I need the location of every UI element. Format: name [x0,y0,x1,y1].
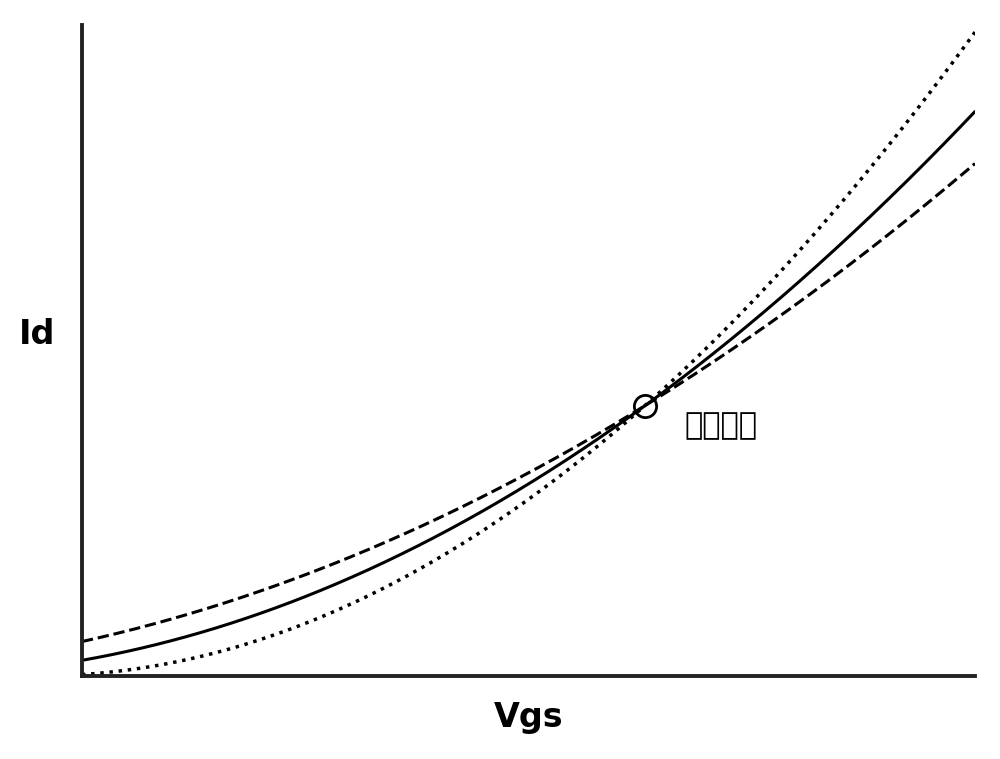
Text: 零温漂点: 零温漂点 [685,411,758,439]
X-axis label: Vgs: Vgs [494,701,563,734]
Y-axis label: Id: Id [19,317,55,351]
